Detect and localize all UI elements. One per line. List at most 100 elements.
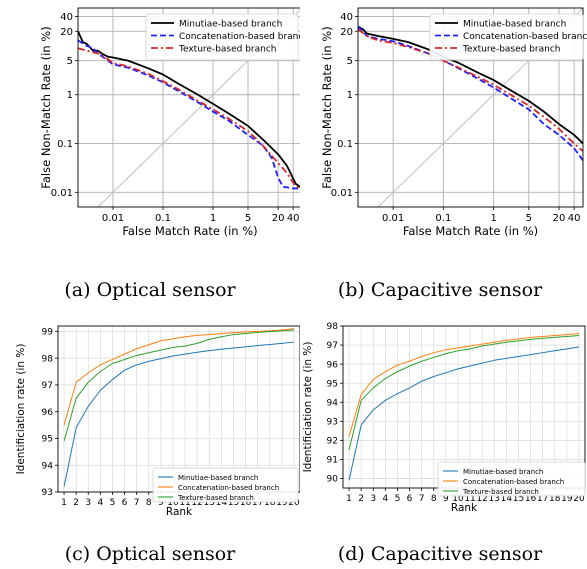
series-line-3 [358,28,583,152]
x-tick-label: 20 [573,494,585,504]
x-tick-label: 11 [179,498,190,508]
y-tick-label: 93 [327,417,338,427]
legend-label-3: Texture-based branch [178,45,277,55]
chart-c: 1 2 3 4 5 6 7 8 9 10 11 12 13 14 15 16 17 18 19 20 93 94 95 96 9… [0,318,301,523]
y-axis-label: False Non-Match Rate (in %) [320,26,334,188]
legend: Minutiae-based branch Concatenation-based… [429,13,587,61]
y-tick-label: 40 [60,12,73,23]
x-tick-label: 5 [526,213,532,224]
x-axis-label: False Match Rate (in %) [403,224,538,238]
y-tick-label: 92 [327,437,338,447]
x-tick-label: 12 [191,498,202,508]
x-tick-label: 3 [85,498,91,508]
x-tick-label: 10 [167,498,179,508]
y-tick-label: 96 [327,360,339,370]
y-tick-label: 98 [327,322,339,332]
y-tick-label: 5 [67,56,73,67]
series-line-2 [348,333,579,437]
legend-label-1: Minutiae-based branch [178,474,258,482]
chart-d: 1 2 3 4 5 6 7 8 9 10 11 12 13 14 15 16 17 18 19 20 90 91 92 93 9… [293,318,587,523]
y-axis-label: Identificiation rate (in %) [302,342,314,473]
x-tick-label: 20 [288,498,300,508]
legend-label-1: Minutiae-based branch [179,20,282,30]
x-tick-label: 5 [245,213,251,224]
x-tick-label: 40 [287,213,300,224]
x-tick-label: 19 [561,494,573,504]
series-line-2 [78,39,302,190]
x-tick-label: 4 [382,494,388,504]
x-tick-label: 0.1 [435,213,451,224]
legend: Minutiae-based branch Concatenation-based… [152,467,299,503]
legend-label-1: Minutiae-based branch [463,468,543,476]
x-tick-label: 14 [216,498,228,508]
x-tick-label: 40 [568,213,581,224]
x-tick-label: 9 [158,498,164,508]
x-tick-label: 0.01 [102,213,124,224]
plot-frame [57,325,301,493]
series-line-2 [63,328,295,426]
series-line-1 [63,341,295,487]
x-tick-label: 14 [501,494,513,504]
legend-label-2: Concatenation-based branch [178,484,279,492]
y-axis-label: False Non-Match Rate (in %) [39,26,53,188]
x-tick-label: 1 [61,498,67,508]
x-tick-label: 13 [204,498,215,508]
legend-label-3: Texture-based branch [462,488,539,496]
legend-label-2: Concatenation-based branch [463,32,587,42]
y-tick-label: 99 [42,328,54,338]
y-tick-label: 0.1 [337,139,353,150]
x-tick-label: 10 [452,494,464,504]
y-tick-label: 98 [42,354,54,364]
x-tick-label: 8 [146,498,152,508]
series-line-3 [63,329,294,442]
legend-label-2: Concatenation-based branch [463,478,564,486]
y-tick-label: 94 [42,461,54,471]
y-tick-label: 0.01 [51,188,73,199]
x-axis-label: Rank [166,506,193,518]
y-axis-label: Identificiation rate (in %) [15,344,27,475]
ticks: 1 2 3 4 5 6 7 8 9 10 11 12 13 14 15 16 17 18 19 20909192939… [327,322,585,504]
legend: Minutiae-based branch Concatenation-based… [145,13,309,61]
y-tick-label: 94 [327,398,339,408]
y-tick-label: 95 [42,435,53,445]
y-tick-label: 0.1 [57,139,73,150]
x-tick-label: 7 [134,498,140,508]
x-tick-label: 7 [419,494,425,504]
caption-a: (a) Optical sensor [64,279,236,301]
legend-box [145,13,299,61]
x-tick-label: 8 [431,494,437,504]
series-line-3 [78,47,302,190]
chart-svg: 1 2 3 4 5 6 7 8 9 10 11 12 13 14 15 16 17 18 19 20939495969… [15,325,301,518]
y-tick-label: 1 [347,90,353,101]
y-tick-label: 97 [327,341,338,351]
x-tick-label: 2 [358,494,364,504]
grid [58,326,300,493]
x-tick-label: 5 [395,494,401,504]
legend-box [429,13,584,61]
x-tick-label: 4 [97,498,103,508]
x-tick-label: 15 [513,494,524,504]
x-tick-label: 19 [276,498,288,508]
x-tick-label: 17 [252,498,263,508]
x-tick-label: 5 [110,498,116,508]
y-tick-label: 95 [327,379,338,389]
x-tick-label: 6 [122,498,128,508]
x-tick-label: 0.01 [382,213,404,224]
x-tick-label: 18 [549,494,561,504]
x-tick-label: 9 [443,494,449,504]
legend-label-2: Concatenation-based branch [179,32,300,42]
x-tick-label: 20 [272,213,285,224]
y-tick-label: 5 [347,56,353,67]
x-tick-label: 12 [476,494,487,504]
chart-b: 0.01 0.1 1 5 20 40 0.01 0.1 1 5 20 40 False Match Ra… [293,0,587,245]
legend-box [437,461,586,497]
x-tick-label: 18 [264,498,276,508]
x-tick-label: 20 [553,213,566,224]
y-tick-label: 20 [340,27,353,38]
y-tick-label: 90 [327,475,339,485]
legend-box [152,467,299,503]
y-tick-label: 1 [67,90,73,101]
